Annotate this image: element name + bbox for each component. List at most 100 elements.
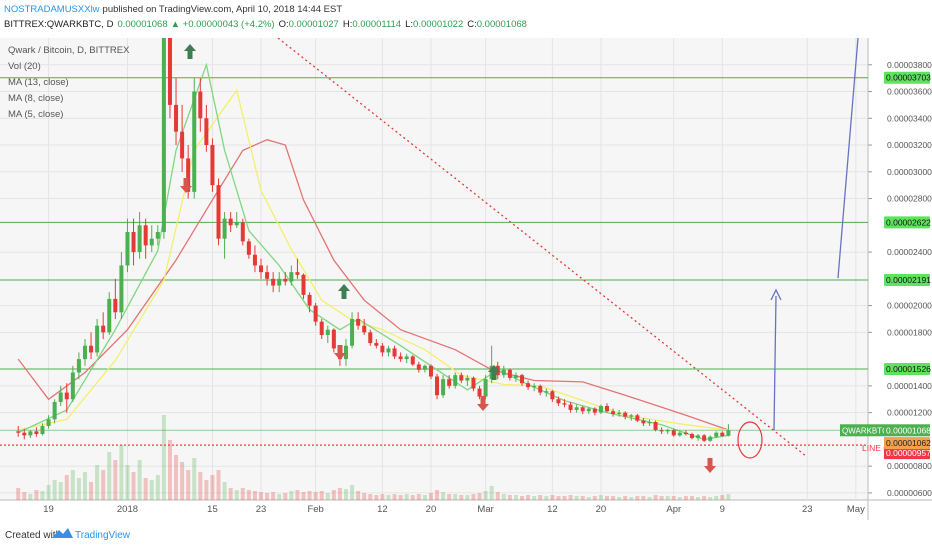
candle-body <box>228 218 233 226</box>
candle-body <box>568 404 573 410</box>
candle-body <box>611 411 616 414</box>
level-label-bg <box>884 71 930 84</box>
volume-bar <box>265 493 270 500</box>
volume-bar <box>386 495 391 500</box>
candle-body <box>167 38 172 105</box>
y-tick-label: 0.00003400 <box>887 113 932 123</box>
volume-bar <box>380 494 385 500</box>
volume-bar <box>343 489 348 500</box>
volume-bar <box>556 496 561 500</box>
level-name: LINE C <box>862 443 889 453</box>
logo <box>52 528 73 538</box>
volume-bar <box>234 490 239 500</box>
volume-bar <box>174 455 179 500</box>
y-tick-label: 0.00003000 <box>887 167 932 177</box>
publish-line: NOSTRADAMUSXXlw published on TradingView.… <box>4 4 342 15</box>
level-label: 0.00001526 <box>886 364 931 374</box>
x-tick-label: 23 <box>256 504 267 515</box>
volume-bar <box>137 460 142 500</box>
candle-body <box>398 356 403 360</box>
projection-line <box>837 38 859 279</box>
candle-body <box>265 272 270 279</box>
highlight-circle <box>737 421 763 459</box>
volume-bar <box>483 491 488 500</box>
volume-bar <box>76 478 81 500</box>
volume-bar <box>586 497 591 500</box>
volume-bar <box>143 478 148 500</box>
candle-body <box>46 419 51 427</box>
volume-bar <box>271 492 276 500</box>
x-tick-label: 20 <box>426 504 437 515</box>
candle-body <box>313 305 318 322</box>
symbol: BITTREX:QWARKBTC, D <box>4 19 114 30</box>
volume-bar <box>89 482 94 500</box>
footer-brand[interactable]: TradingView <box>75 530 131 541</box>
level-label: 0.00002622 <box>886 217 931 227</box>
candle-body <box>520 375 525 384</box>
volume-bar <box>246 490 251 500</box>
plot <box>0 38 868 500</box>
legend-entry: Vol (20) <box>8 61 41 72</box>
volume-bar <box>544 496 549 500</box>
volume-bar <box>410 495 415 500</box>
ohlc-value: 0.00001068 <box>477 19 527 30</box>
candle-body <box>119 265 124 313</box>
candle-body <box>210 145 215 186</box>
candle-body <box>538 385 543 393</box>
ohlc-value: 0.00001114 <box>352 19 401 30</box>
volume-bar <box>441 492 446 500</box>
volume-bar <box>598 495 603 500</box>
volume-bar <box>210 475 215 500</box>
legend: Qwark / Bitcoin, D, BITTREX Vol (20) MA … <box>8 45 130 120</box>
level-label-bg <box>884 363 930 376</box>
candle-body <box>447 379 452 386</box>
volume-bar <box>659 496 664 500</box>
ma-price: 0.00001062 <box>886 438 931 448</box>
author[interactable]: NOSTRADAMUSXXlw <box>4 4 100 15</box>
candle-body <box>95 325 100 353</box>
candle-body <box>362 325 367 333</box>
candle-body <box>295 272 300 275</box>
candle-body <box>161 38 166 233</box>
y-tick-label: 0.00001200 <box>887 408 932 418</box>
volume-bar <box>689 496 694 500</box>
legend-entry: MA (5, close) <box>8 109 63 120</box>
volume-bar <box>277 494 282 500</box>
candle-body <box>386 348 391 353</box>
candle-body <box>331 329 336 349</box>
volume-bar <box>216 470 221 500</box>
volume-bar <box>562 496 567 500</box>
candle-body <box>307 294 312 306</box>
volume-bar <box>501 494 506 500</box>
buy-arrow <box>488 365 500 380</box>
x-tick-label: 20 <box>596 504 607 515</box>
candle-body <box>204 118 209 146</box>
candle-body <box>246 241 251 255</box>
x-tick-label: 2018 <box>117 504 138 515</box>
candle-body <box>89 345 94 353</box>
volume-bar <box>526 495 531 500</box>
candle-body <box>222 218 227 239</box>
candle-body <box>350 318 355 346</box>
x-tick-label: Feb <box>307 504 323 515</box>
candle-body <box>689 434 694 439</box>
candle-body <box>477 388 482 397</box>
candle-body <box>526 383 531 388</box>
x-tick-label: 19 <box>43 504 54 515</box>
symbol-line: BITTREX:QWARKBTC, D 0.00001068 ▲ +0.000000… <box>4 19 527 30</box>
candle-body <box>28 431 33 436</box>
volume-bar <box>641 496 646 500</box>
grid <box>0 38 868 500</box>
y-tick-label: 0.00001400 <box>887 381 932 391</box>
y-tick-label: 0.00001800 <box>887 327 932 337</box>
trend-line <box>277 38 807 457</box>
volume-bar <box>495 492 500 500</box>
candle-body <box>586 408 591 412</box>
volume-bar <box>507 495 512 500</box>
volume-bar <box>702 496 707 500</box>
candle-body <box>562 403 567 405</box>
volume-bar <box>665 496 670 500</box>
candle-body <box>683 432 688 435</box>
volume-bar <box>635 496 640 500</box>
sell-arrow <box>477 396 489 411</box>
